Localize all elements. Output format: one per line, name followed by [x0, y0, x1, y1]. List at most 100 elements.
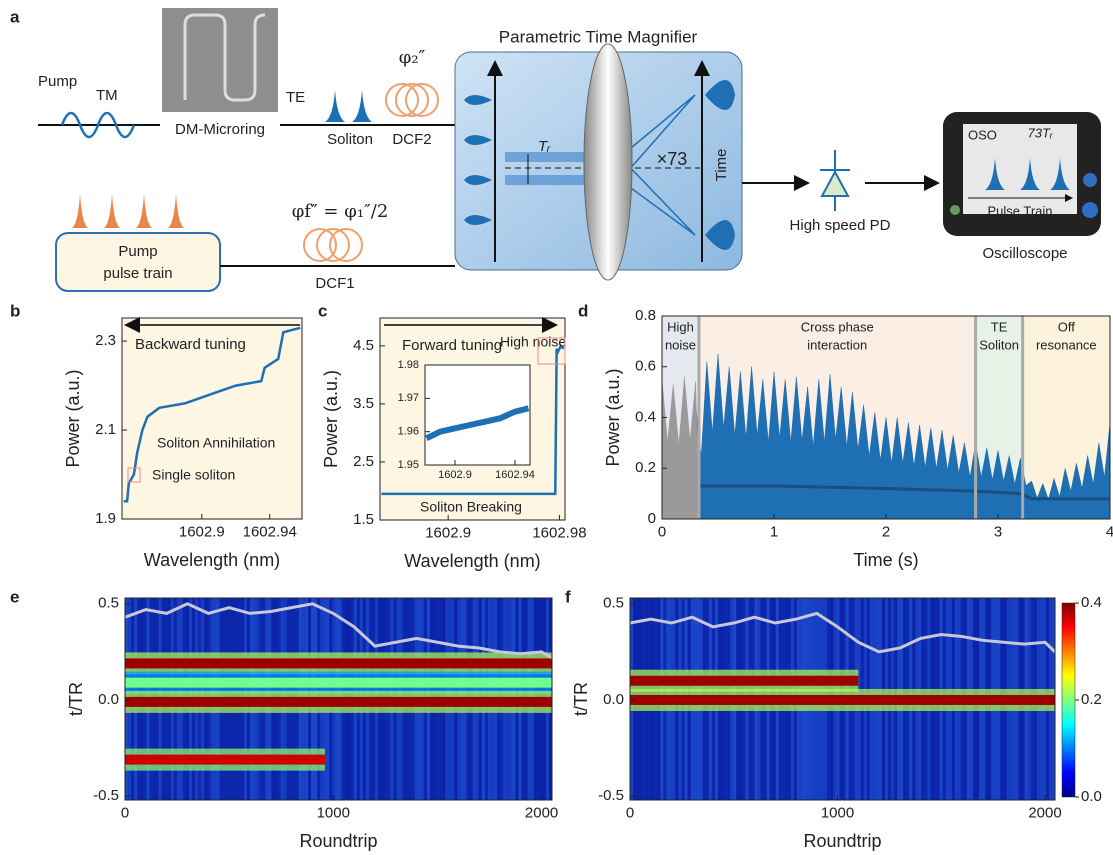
y-axis-label: t/TR: [66, 682, 86, 716]
panel-labels: a b c d e f: [10, 7, 588, 606]
y-tick-label: 1.9: [95, 510, 116, 527]
schematic: Pump TM DM-Microring TE Soliton φ₂″ DCF2…: [38, 8, 1101, 292]
plot-background: [122, 318, 302, 519]
y-axis-label: t/TR: [571, 682, 591, 716]
colorbar: [1061, 602, 1076, 798]
screen-pulses: [985, 158, 1070, 190]
oscilloscope-screen: [963, 124, 1077, 214]
label: TM: [96, 87, 118, 104]
knob: [1082, 202, 1098, 218]
label: OSO: [968, 127, 997, 142]
pulses-out: [705, 80, 735, 250]
x-tick-label: 1602.98: [532, 524, 586, 541]
x-tick-label: 1602.9: [425, 524, 471, 541]
x-tick-label: 1602.9: [438, 469, 472, 481]
region-label: High: [667, 319, 694, 334]
pump-pulses: [72, 194, 184, 228]
y-axis-label: Power (a.u.): [603, 368, 623, 466]
data-line: [124, 602, 553, 659]
fiber-coil: [385, 83, 439, 117]
x-tick-label: 4: [1106, 523, 1113, 540]
annotation: Soliton Breaking: [420, 499, 522, 515]
label: 73Tᵣ: [1028, 125, 1053, 140]
region-label: Off: [1058, 319, 1075, 334]
colorbar-label: 0.2: [1081, 691, 1102, 708]
y-tick-label: -0.5: [93, 787, 119, 804]
track: [125, 696, 552, 707]
microring: [183, 13, 266, 102]
label: Parametric Time Magnifier: [499, 27, 698, 46]
track: [630, 675, 859, 686]
colorbar-label: 0.0: [1081, 788, 1102, 805]
y-tick-label: 0.5: [98, 595, 119, 612]
x-tick-label: 1000: [317, 804, 350, 821]
x-axis-label: Wavelength (nm): [144, 550, 280, 570]
x-tick-label: 2000: [525, 804, 558, 821]
pump-wave: [60, 111, 136, 139]
x-axis-label: Wavelength (nm): [404, 551, 540, 571]
rays: [619, 94, 696, 236]
label: DM-Microring: [175, 121, 265, 138]
x-axis-label: Roundtrip: [299, 831, 377, 851]
panel-label: a: [10, 7, 20, 26]
data-line: [381, 343, 565, 496]
track: [125, 658, 552, 669]
region-label: noise: [665, 337, 696, 352]
knob: [1083, 173, 1097, 187]
label: DCF1: [315, 275, 354, 292]
label: High speed PD: [790, 217, 891, 234]
y-tick-label: 0: [648, 510, 656, 527]
y-tick-label: 0.8: [635, 307, 656, 324]
label: DCF2: [392, 131, 431, 148]
x-tick-label: 1602.94: [243, 523, 297, 540]
data-line: [425, 405, 530, 442]
label: TE: [286, 89, 305, 106]
panel-label: d: [578, 301, 588, 320]
zoom-box: [127, 467, 141, 483]
x-tick-label: 0: [121, 804, 129, 821]
photodiode: [820, 150, 850, 211]
y-tick-label: 1.97: [398, 392, 419, 404]
annotation: Forward tuning: [402, 337, 502, 354]
label: Tᵣ: [538, 138, 551, 155]
lens: [583, 43, 633, 281]
x-tick-label: 2: [882, 523, 890, 540]
fiber-coil: [303, 228, 363, 262]
y-tick-label: 1.98: [398, 359, 419, 371]
colorbar-label: 0.4: [1081, 594, 1102, 611]
region-label: resonance: [1036, 337, 1097, 352]
region-label: TE: [991, 319, 1008, 334]
label: φ₂″: [399, 47, 426, 68]
microring-image: [162, 8, 278, 112]
y-tick-label: 0.6: [635, 358, 656, 375]
panel-label: c: [318, 301, 327, 320]
data-line: [629, 611, 1057, 654]
y-tick-label: 0.0: [98, 691, 119, 708]
beam-band: [505, 152, 585, 162]
y-tick-label: 2.1: [95, 421, 116, 438]
track: [125, 754, 325, 765]
label: pulse train: [103, 265, 172, 282]
y-tick-label: 1.5: [353, 511, 374, 528]
y-tick-label: 0.2: [635, 459, 656, 476]
track: [630, 694, 1055, 705]
y-tick-label: 0.4: [635, 408, 656, 425]
y-axis-label: Power (a.u.): [63, 369, 83, 467]
x-tick-label: 0: [626, 804, 634, 821]
plot-frame: [124, 597, 553, 801]
label: ×73: [657, 149, 688, 169]
y-tick-label: 0.0: [603, 691, 624, 708]
y-tick-label: 2.3: [95, 332, 116, 349]
x-tick-label: 1000: [821, 804, 854, 821]
plot-frame: [121, 317, 303, 520]
label: Pulse Train: [987, 203, 1052, 218]
region-label: interaction: [807, 337, 867, 352]
plot-frame: [629, 597, 1056, 801]
y-tick-label: 4.5: [353, 337, 374, 354]
plot-frame: [379, 317, 566, 521]
annotation: High noise: [500, 334, 566, 350]
panel-label: b: [10, 301, 20, 320]
label: Time: [713, 149, 730, 182]
y-tick-label: 3.5: [353, 395, 374, 412]
